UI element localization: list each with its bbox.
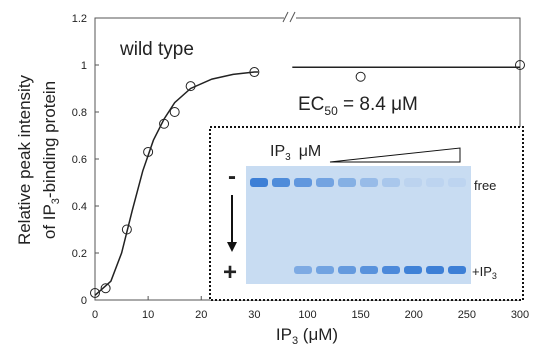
y-tick-label: 1	[81, 60, 87, 72]
free-label: free	[474, 178, 496, 193]
y-label-text: of IP	[40, 204, 59, 239]
chart: Relative peak intensity of IP3-binding p…	[0, 0, 533, 347]
gel-band	[426, 178, 444, 187]
y-axis-label: Relative peak intensity	[15, 74, 34, 245]
x-tick-label: 30	[248, 309, 260, 321]
y-tick-label: 0.2	[72, 248, 87, 260]
bound-text: +IP	[472, 264, 492, 279]
gel-band	[316, 178, 334, 187]
gel-band	[272, 178, 290, 187]
minus-sign: -	[228, 163, 236, 190]
x-tick-label: 150	[351, 309, 369, 321]
data-point	[170, 108, 179, 117]
gel-band	[448, 266, 466, 274]
gel-band	[404, 266, 422, 274]
gel-band	[250, 178, 268, 187]
ec50-sub: 50	[324, 104, 338, 118]
y-label-line1: Relative peak intensity	[15, 74, 34, 245]
x-tick-label: 20	[195, 309, 207, 321]
gel-band	[360, 178, 378, 187]
gel-band	[294, 266, 312, 274]
x-label-text: (μM)	[298, 325, 338, 344]
x-tick-label: 0	[92, 309, 98, 321]
y-tick-label: 1.2	[72, 13, 87, 25]
gel-band	[404, 178, 422, 187]
gel-band	[338, 266, 356, 274]
gel-band	[360, 266, 378, 274]
y-tick-label: 0.6	[72, 154, 87, 166]
x-tick-label: 200	[405, 309, 423, 321]
gel-band	[426, 266, 444, 274]
y-axis-label: of IP3-binding protein	[40, 81, 62, 239]
inset-unit: μM	[299, 143, 322, 160]
x-tick-label: 10	[142, 309, 154, 321]
plus-sign: +	[223, 259, 237, 286]
x-tick-label: 300	[511, 309, 529, 321]
ec50-label: EC50 = 8.4 μM	[298, 94, 418, 118]
y-label-text: -binding protein	[40, 81, 59, 198]
x-tick-label: 100	[298, 309, 316, 321]
gel-band	[316, 266, 334, 274]
data-point	[356, 72, 365, 81]
gel-band	[338, 178, 356, 187]
y-tick-label: 0	[81, 295, 87, 307]
ec50-text: = 8.4 μM	[338, 94, 418, 115]
gel-band	[448, 178, 466, 187]
gel-band	[382, 178, 400, 187]
gel-band	[294, 178, 312, 187]
inset-ip-text: IP	[270, 143, 285, 160]
ec50-text: EC	[298, 94, 324, 115]
inset-ip-sub: 3	[285, 152, 291, 163]
annotation: wild type	[119, 39, 194, 60]
y-tick-label: 0.4	[72, 201, 87, 213]
x-label-text: IP	[276, 325, 292, 344]
bound-sub: 3	[492, 271, 497, 281]
y-tick-label: 0.8	[72, 107, 87, 119]
x-axis-label: IP3 (μM)	[276, 325, 338, 347]
x-tick-label: 250	[458, 309, 476, 321]
gel-band	[382, 266, 400, 274]
